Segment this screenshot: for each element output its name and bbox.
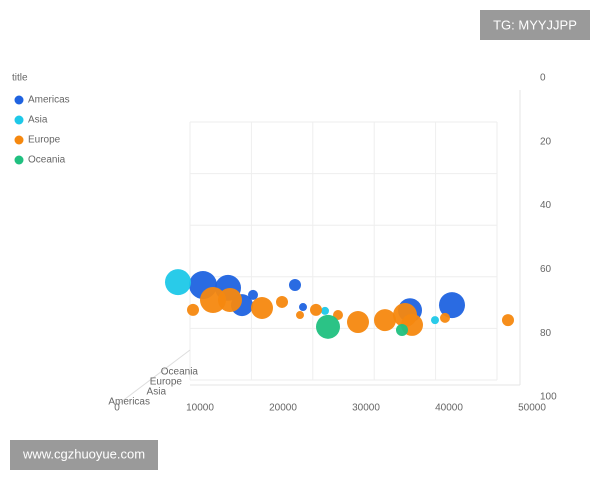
bubble bbox=[295, 311, 304, 320]
legend-label: Europe bbox=[28, 135, 61, 146]
y-tick-label: 0 bbox=[540, 73, 546, 84]
legend-label: Asia bbox=[28, 115, 48, 126]
y-tick-label: 100 bbox=[540, 392, 557, 403]
legend-marker bbox=[14, 155, 24, 165]
watermark: TG: MYYJJPP bbox=[493, 17, 577, 32]
bubble bbox=[316, 314, 341, 339]
legend-marker bbox=[14, 115, 24, 125]
bubble bbox=[199, 287, 226, 314]
bubble bbox=[276, 295, 289, 308]
bubble bbox=[310, 303, 323, 316]
bubble bbox=[430, 316, 439, 325]
bubble bbox=[395, 324, 408, 337]
watermark: www.cgzhuoyue.com bbox=[22, 446, 145, 461]
watermark-box bbox=[480, 10, 590, 40]
x-tick-label: 50000 bbox=[518, 403, 546, 414]
x-tick-label: 40000 bbox=[435, 403, 463, 414]
x-tick-label: 30000 bbox=[352, 403, 380, 414]
y-tick-label: 20 bbox=[540, 136, 552, 147]
legend-label: Americas bbox=[28, 95, 70, 106]
y-tick-label: 80 bbox=[540, 328, 552, 339]
bubble bbox=[251, 296, 274, 319]
legend-marker bbox=[14, 95, 24, 105]
bubble bbox=[289, 279, 302, 292]
bubble bbox=[248, 289, 259, 300]
x-tick-label: 20000 bbox=[269, 403, 297, 414]
bubble bbox=[299, 303, 308, 312]
legend-marker bbox=[14, 135, 24, 145]
bubble bbox=[346, 311, 369, 334]
x-tick-label: 0 bbox=[114, 403, 120, 414]
x-tick-label: 10000 bbox=[186, 403, 214, 414]
legend-title: title bbox=[12, 73, 28, 84]
depth-axis-line bbox=[116, 349, 191, 406]
bubble bbox=[187, 303, 200, 316]
bubble bbox=[501, 314, 514, 327]
back-wall bbox=[189, 121, 498, 381]
y-tick-label: 60 bbox=[540, 264, 552, 275]
bubble bbox=[164, 269, 191, 296]
depth-tick-label: Europe bbox=[150, 377, 183, 388]
y-tick-label: 40 bbox=[540, 200, 552, 211]
watermark-box bbox=[10, 440, 158, 470]
bubble bbox=[217, 288, 242, 313]
bubble bbox=[320, 306, 329, 315]
depth-tick-label: Oceania bbox=[161, 367, 199, 378]
bubble bbox=[439, 312, 450, 323]
plot: 0 20 40 60 80 100 0 10000 20000 30000 40000 50000 Oc… bbox=[108, 73, 557, 414]
depth-tick-label: Americas bbox=[108, 397, 150, 408]
bubble bbox=[373, 309, 396, 332]
legend-label: Oceania bbox=[28, 155, 66, 166]
legend: Americas Asia Europe Oceania bbox=[14, 95, 70, 166]
bubble bbox=[438, 292, 465, 319]
depth-tick-label: Asia bbox=[147, 387, 167, 398]
